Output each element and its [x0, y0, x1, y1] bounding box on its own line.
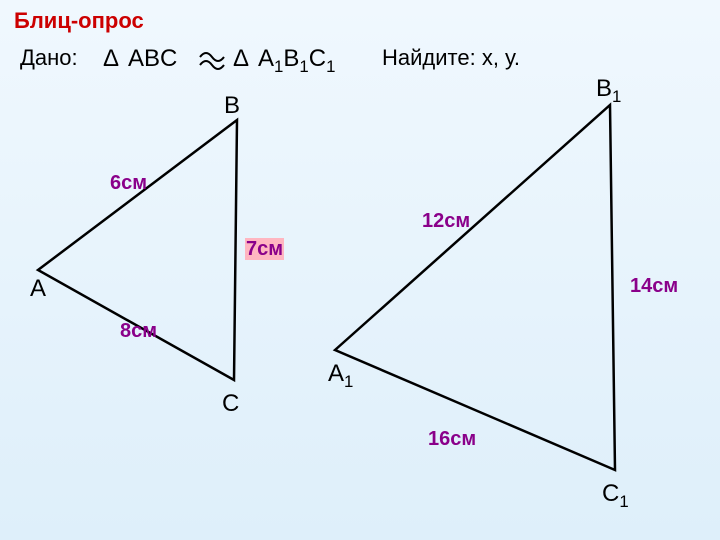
vertex-a1: A1	[328, 360, 353, 392]
vertex-b: B	[224, 92, 240, 120]
given-label: Дано:	[20, 45, 78, 71]
vertex-b1: B1	[596, 75, 621, 107]
vertex-a: A	[30, 275, 46, 303]
delta-symbol-1: Δ	[103, 45, 119, 73]
triangle-a1b1c1	[335, 105, 615, 470]
side-a1c1: 16см	[428, 428, 476, 451]
find-label: Найдите: х, у.	[382, 45, 520, 71]
side-bc: 7см	[245, 238, 284, 261]
side-bc-highlight: 7см	[245, 238, 284, 260]
side-b1c1: 14см	[630, 275, 678, 298]
side-ac: 8см	[120, 320, 157, 343]
vertex-c1: C1	[602, 480, 629, 512]
side-ab: 6см	[110, 172, 147, 195]
quiz-title: Блиц-опрос	[14, 8, 144, 34]
vertex-c: C	[222, 390, 239, 418]
side-a1b1: 12см	[422, 210, 470, 233]
triangle-abc-name: ABC	[128, 45, 177, 73]
delta-symbol-2: Δ	[233, 45, 249, 73]
similar-symbol	[200, 53, 224, 69]
triangle-a1b1c1-name: A1B1C1	[258, 45, 335, 77]
